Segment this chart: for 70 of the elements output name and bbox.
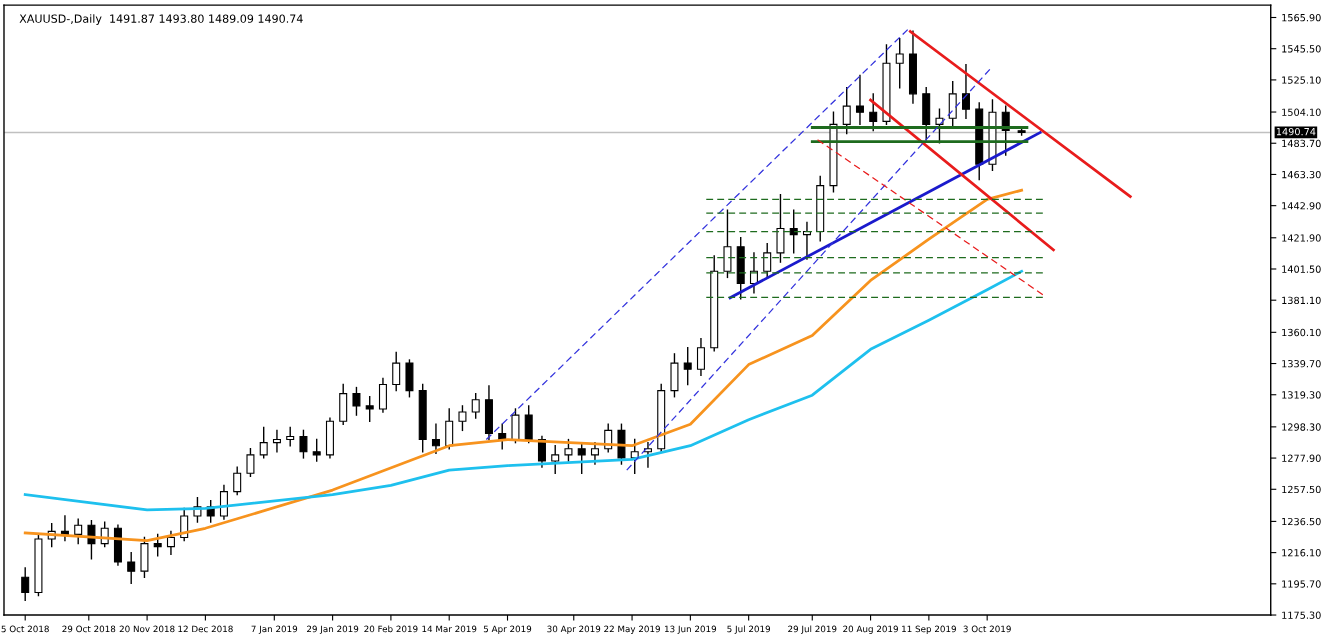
candlestick xyxy=(895,38,904,89)
y-tick-label: 1339.70 xyxy=(1282,360,1321,368)
candlestick xyxy=(551,444,560,474)
y-tick-label: 1236.50 xyxy=(1282,517,1321,526)
x-tick-label: 20 Aug 2019 xyxy=(843,625,898,634)
y-tick-label: 1257.50 xyxy=(1282,485,1321,494)
y-tick-label: 1504.10 xyxy=(1282,108,1321,116)
candlestick xyxy=(458,405,467,432)
candlestick xyxy=(74,518,83,545)
candlestick xyxy=(683,347,692,386)
x-tick-label: 20 Feb 2019 xyxy=(364,625,418,633)
candlestick xyxy=(153,533,162,557)
y-tick-label: 1216.10 xyxy=(1282,549,1321,557)
y-tick-label: 1175.30 xyxy=(1282,611,1321,619)
x-tick-label: 11 Sep 2019 xyxy=(902,625,956,634)
x-tick-label: 29 Oct 2018 xyxy=(62,625,116,633)
candlestick xyxy=(180,507,189,542)
candlestick xyxy=(246,448,255,477)
y-tick-label: 1463.30 xyxy=(1282,170,1321,179)
x-tick-label: 3 Oct 2019 xyxy=(963,625,1011,633)
candlestick xyxy=(352,386,361,416)
x-tick-label: 29 Jul 2019 xyxy=(788,625,837,634)
x-tick-label: 5 Jul 2019 xyxy=(727,625,771,634)
candlestick xyxy=(564,438,573,462)
candlestick xyxy=(312,438,321,462)
candlestick xyxy=(431,423,440,455)
candlestick xyxy=(842,87,851,135)
x-tick-label: 5 Apr 2019 xyxy=(483,625,532,634)
candlestick xyxy=(286,426,295,447)
x-tick-label: 20 Nov 2018 xyxy=(119,625,175,633)
text: XAUUSD-,Daily 1491.87 1493.80 1489.09 1490.74 xyxy=(19,14,303,26)
candlestick xyxy=(365,396,374,422)
y-tick-label: 1360.10 xyxy=(1282,328,1321,337)
y-tick-label: 1277.90 xyxy=(1282,454,1321,462)
x-tick-label: 14 Mar 2019 xyxy=(422,625,477,633)
candlestick xyxy=(233,466,242,496)
candlestick xyxy=(127,552,136,585)
y-tick-label: 1195.70 xyxy=(1282,580,1321,588)
y-tick-label: 1565.90 xyxy=(1282,13,1321,22)
candlestick xyxy=(166,530,175,555)
candlestick xyxy=(272,429,281,453)
y-tick-label: 1298.30 xyxy=(1282,423,1321,431)
candlestick xyxy=(21,567,30,601)
y-tick-label: 1525.10 xyxy=(1282,76,1321,84)
candlestick xyxy=(299,429,308,459)
y-tick-label: 1381.10 xyxy=(1282,296,1321,305)
y-tick-label: 1421.90 xyxy=(1282,234,1321,242)
x-tick-label: 13 Jun 2019 xyxy=(665,625,717,634)
candlestick xyxy=(87,519,96,560)
line-series xyxy=(23,188,1024,542)
candlestick xyxy=(869,93,878,132)
y-tick-label: 1401.50 xyxy=(1282,265,1321,273)
x-tick-label: 12 Dec 2018 xyxy=(178,625,233,633)
candlestick xyxy=(471,392,480,419)
y-tick-label: 1483.70 xyxy=(1282,139,1321,148)
x-tick-label: 5 Oct 2018 xyxy=(1,625,49,633)
y-tick-label: 1545.50 xyxy=(1282,45,1321,53)
x-tick-label: 29 Jan 2019 xyxy=(307,625,359,634)
y-tick-label: 1442.90 xyxy=(1282,202,1321,210)
x-tick-label: 30 Apr 2019 xyxy=(547,625,601,634)
candlestick xyxy=(961,64,970,120)
ref-line-label: 1490.74 xyxy=(1276,127,1316,136)
candlestick xyxy=(696,337,705,377)
candlestick xyxy=(763,243,772,279)
x-tick-label: 22 May 2019 xyxy=(604,625,660,634)
y-tick-label: 1319.30 xyxy=(1282,391,1321,399)
candlestick xyxy=(855,74,864,126)
x-tick-label: 7 Jan 2019 xyxy=(251,625,298,634)
candlestick xyxy=(259,426,268,459)
candlestick xyxy=(392,351,401,392)
